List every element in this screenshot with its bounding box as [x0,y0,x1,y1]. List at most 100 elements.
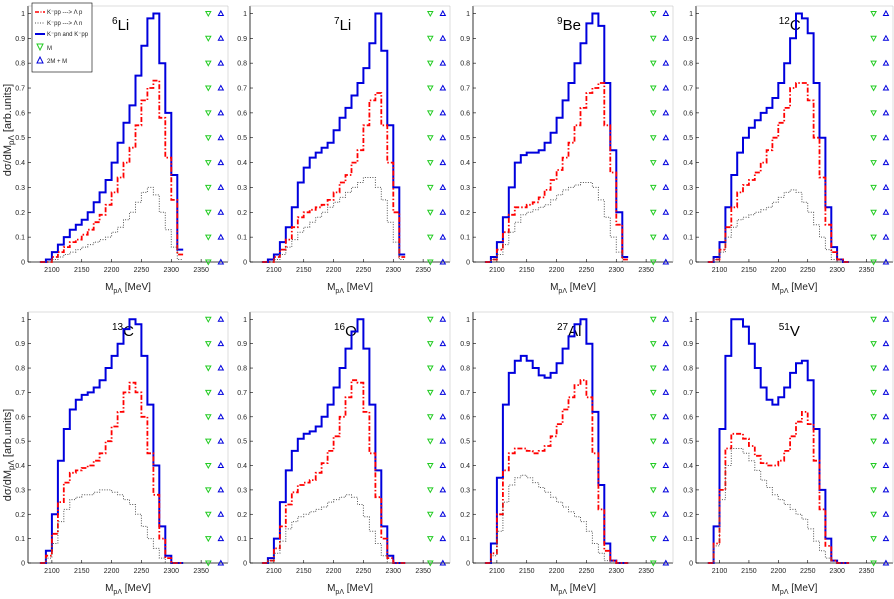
y-tick-label: 0.8 [683,61,693,68]
series-line-lp [484,82,629,263]
x-tick-label: 2200 [326,568,342,575]
threshold-marker-blue [439,9,447,16]
threshold-marker-blue [217,59,225,66]
threshold-marker-green [204,184,212,191]
threshold-marker-blue [217,159,225,166]
y-tick-label: 0.8 [460,61,470,68]
threshold-marker-blue [217,258,225,265]
threshold-marker-blue [439,535,447,542]
threshold-marker-blue [662,9,670,16]
series-line-lp [707,82,849,263]
x-axis-label: MpΛ [MeV] [327,282,373,295]
threshold-marker-blue [439,109,447,116]
x-tick-label: 2100 [266,267,282,274]
threshold-marker-blue [217,535,225,542]
threshold-marker-green [870,389,877,396]
x-tick-label: 2100 [712,267,728,274]
threshold-marker-green [649,160,657,167]
threshold-marker-green [649,560,657,567]
threshold-marker-blue [217,413,225,420]
panel: 0 0.1 0.2 0.3 0.4 0.5 0.6 0.7 0.8 0.9 1 2100 2150 220… [460,311,674,596]
threshold-marker-green [870,209,877,216]
threshold-marker-green [649,438,657,445]
threshold-marker-blue [662,437,670,444]
threshold-marker-blue [662,258,670,265]
x-tick-label: 2150 [74,267,90,274]
y-tick-label: 0.3 [15,185,25,192]
nucleus-label: 12C [779,16,801,34]
threshold-marker-green [870,560,877,567]
y-tick-label: 0.9 [237,36,247,43]
threshold-marker-green [870,135,877,142]
x-tick-label: 2250 [356,267,372,274]
y-tick-label: 0.7 [15,86,25,93]
y-tick-label: 0.9 [237,341,247,348]
series-line-lp [484,379,629,564]
y-tick-label: 0.6 [15,110,25,117]
series-line-lp [261,92,406,263]
threshold-marker-blue [217,183,225,190]
x-tick-label: 2200 [549,267,565,274]
y-tick-label: 0.4 [460,463,470,470]
threshold-marker-blue [662,159,670,166]
threshold-marker-blue [217,559,225,566]
threshold-marker-green [204,487,212,494]
threshold-marker-blue [217,208,225,215]
y-tick-label: 0.6 [460,414,470,421]
threshold-marker-blue [662,233,670,240]
threshold-marker-blue [439,388,447,395]
y-tick-label: 0.1 [460,235,470,242]
x-tick-label: 2150 [519,267,535,274]
threshold-marker-blue [882,388,890,395]
threshold-marker-green [204,365,212,372]
y-tick-label: 0 [689,260,693,267]
y-tick-label: 0.6 [15,414,25,421]
x-tick-label: 2300 [829,568,845,575]
threshold-marker-green [870,414,877,421]
threshold-marker-blue [662,510,670,517]
threshold-marker-green [426,60,434,67]
threshold-marker-green [204,135,212,142]
y-tick-label: 1 [689,317,693,324]
x-tick-label: 2150 [296,267,312,274]
y-tick-label: 0.2 [237,210,247,217]
threshold-marker-green [204,463,212,470]
threshold-marker-green [870,234,877,241]
y-tick-label: 0.8 [237,366,247,373]
x-tick-label: 2200 [104,267,120,274]
threshold-marker-blue [662,315,670,322]
threshold-marker-blue [217,437,225,444]
threshold-marker-green [204,511,212,518]
nucleus-label: 13C [112,322,134,340]
threshold-marker-blue [882,208,890,215]
series-line-ln [707,189,849,263]
y-axis-label-bottom: dσ/dMpΛ [arb.units] [2,409,16,501]
threshold-marker-blue [217,34,225,41]
threshold-marker-blue [217,9,225,16]
x-tick-label: 2350 [859,267,875,274]
series-line-lp [39,381,184,564]
y-tick-label: 0.8 [15,61,25,68]
threshold-marker-blue [882,510,890,517]
x-tick-label: 2250 [579,267,595,274]
threshold-marker-green [426,209,434,216]
x-axis-label: MpΛ [MeV] [550,282,596,295]
x-axis-label: MpΛ [MeV] [105,583,151,596]
threshold-marker-blue [882,183,890,190]
threshold-marker-blue [439,208,447,215]
y-tick-label: 0.2 [460,210,470,217]
y-tick-label: 0.3 [683,185,693,192]
threshold-marker-blue [882,84,890,91]
series-line-total [261,12,406,263]
x-tick-label: 2100 [489,267,505,274]
y-tick-label: 0.6 [237,414,247,421]
y-tick-label: 0.9 [460,341,470,348]
threshold-marker-green [649,35,657,42]
legend-label-lp: K⁻pp ---> Λ p [47,10,83,16]
threshold-marker-blue [217,461,225,469]
threshold-marker-green [649,536,657,543]
threshold-marker-green [649,85,657,92]
y-tick-label: 0.5 [237,135,247,142]
series-line-total [707,12,849,263]
